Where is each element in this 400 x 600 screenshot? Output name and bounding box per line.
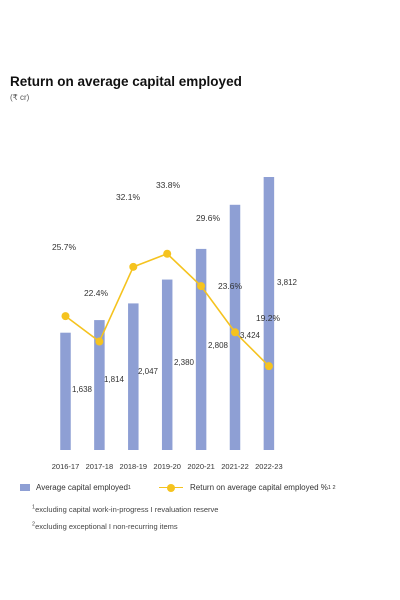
bar-label-2021-22: 3,424 [240, 331, 261, 340]
line-label-2016-17: 25.7% [52, 242, 77, 252]
line-label-2018-19: 32.1% [116, 192, 141, 202]
point-2021-22 [231, 328, 239, 337]
legend-item-line: Return on average capital employed % 1 2 [159, 483, 336, 492]
point-2018-19 [129, 262, 138, 271]
bar-2016-17 [60, 332, 71, 450]
bar-2019-20 [161, 279, 173, 450]
footnote-2: 2excluding exceptional I non-recurring i… [32, 521, 178, 531]
line-label-2019-20: 33.8% [156, 180, 181, 190]
bar-2017-18 [94, 320, 105, 450]
x-tick-label-2022-23: 2022-23 [255, 462, 283, 471]
bar-2022-23 [263, 177, 275, 450]
bar-label-2019-20: 2,380 [174, 358, 195, 367]
x-tick-label-2017-18: 2017-18 [86, 462, 114, 471]
bar-label-2017-18: 1,814 [104, 375, 125, 384]
line-label-2022-23: 19.2% [256, 313, 281, 323]
bar-label-2016-17: 1,638 [72, 385, 93, 394]
legend-bar-swatch [20, 484, 30, 491]
line-label-2017-18: 22.4% [84, 288, 109, 298]
point-2016-17 [61, 312, 70, 321]
point-2017-18 [95, 337, 104, 346]
x-tick-label-2019-20: 2019-20 [153, 462, 181, 471]
legend-item-bars: Average capital employed 1 [20, 483, 131, 492]
footnote-1: 1excluding capital work-in-progress I re… [32, 504, 219, 514]
legend-line-label: Return on average capital employed % [190, 483, 328, 492]
bar-label-2020-21: 2,808 [208, 341, 229, 350]
bar-2018-19 [128, 303, 139, 450]
combo-chart: 2016-17 2017-18 2018-19 2019-20 2020-21 2021-… [52, 177, 298, 471]
x-tick-label-2016-17: 2016-17 [52, 462, 80, 471]
bar-label-2018-19: 2,047 [138, 367, 159, 376]
point-2019-20 [163, 249, 172, 258]
x-tick-label-2020-21: 2020-21 [187, 462, 215, 471]
unit-label: (₹ cr) [10, 93, 30, 102]
bar-2020-21 [195, 248, 207, 450]
point-2022-23 [264, 362, 273, 371]
chart-title: Return on average capital employed [10, 74, 242, 89]
bar-label-2022-23: 3,812 [277, 278, 298, 287]
point-2020-21 [197, 282, 206, 291]
legend-bar-label: Average capital employed [36, 483, 128, 492]
x-tick-label-2021-22: 2021-22 [221, 462, 249, 471]
line-label-2020-21: 29.6% [196, 213, 221, 223]
bar-2021-22 [229, 204, 241, 450]
line-label-2021-22: 23.6% [218, 281, 243, 291]
legend-line-swatch [159, 483, 183, 492]
x-tick-label-2018-19: 2018-19 [120, 462, 148, 471]
